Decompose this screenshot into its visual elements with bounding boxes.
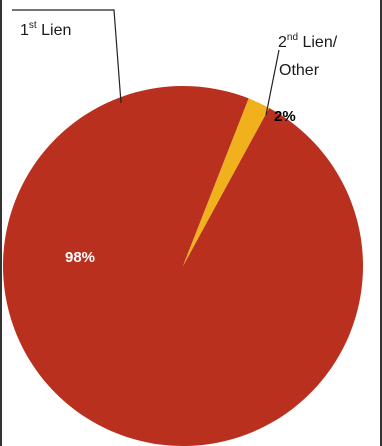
pie-slices (2, 85, 363, 446)
pie-slice-first-lien (2, 85, 363, 446)
leader-line-second-lien (265, 49, 280, 116)
legend-label-second-lien-line2: Other (279, 62, 320, 79)
data-label-first-lien: 98% (65, 249, 95, 266)
pie-slice-second-lien (183, 98, 270, 266)
legend-label-first-lien: 1st Lien (20, 20, 71, 39)
legend-label-second-lien: 2nd Lien/ (278, 32, 338, 51)
data-label-second-lien: 2% (274, 108, 296, 125)
leader-line-first-lien (12, 9, 122, 104)
